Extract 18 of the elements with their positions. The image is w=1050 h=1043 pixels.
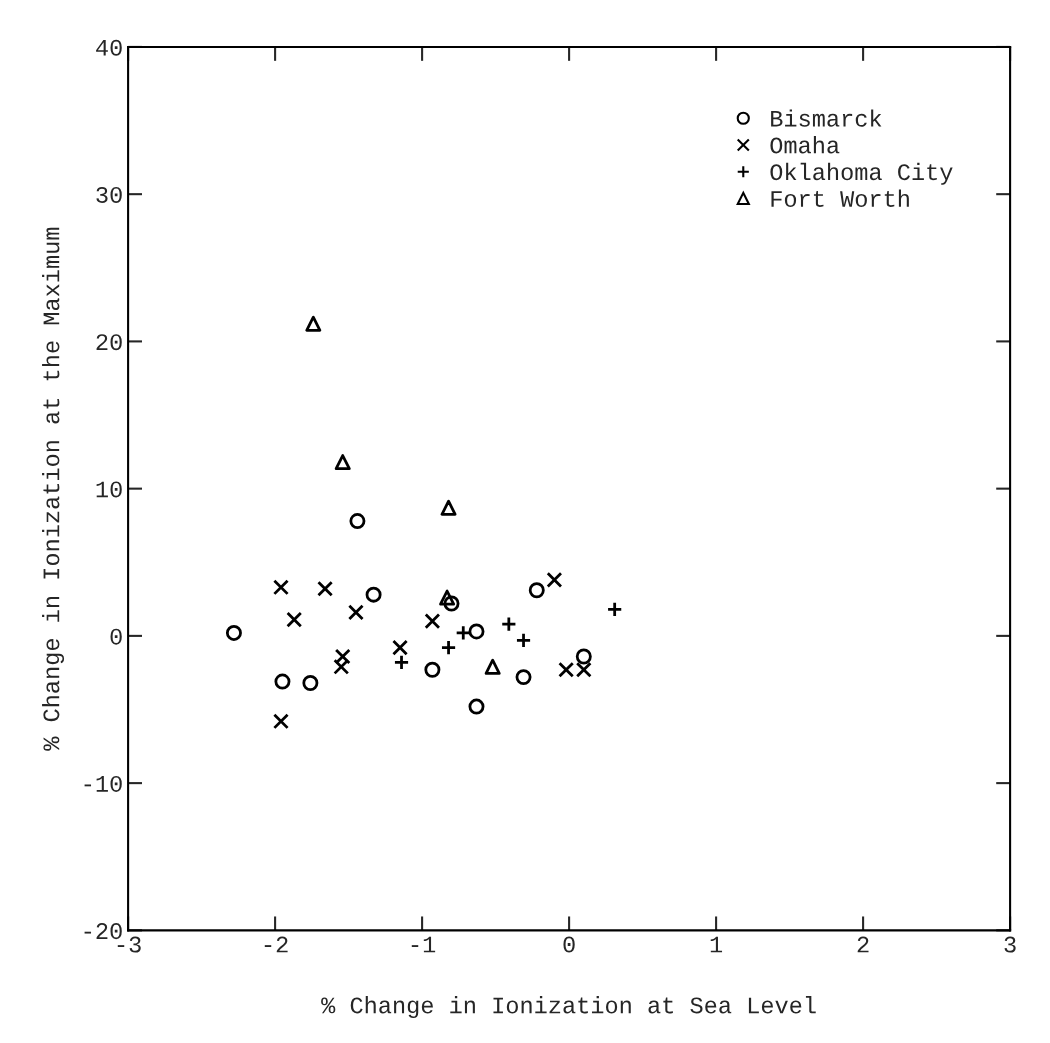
- y-tick-label: -10: [84, 775, 122, 792]
- x-tick-label: 0: [563, 936, 575, 953]
- x-tick-label: -2: [264, 936, 288, 953]
- y-tick-label: 0: [110, 628, 122, 645]
- legend-label: Omaha: [770, 136, 840, 154]
- x-axis-title: % Change in Ionization at Sea Level: [321, 996, 816, 1019]
- legend-label: Bismarck: [771, 109, 882, 127]
- x-tick-label: 1: [710, 936, 723, 953]
- y-axis-title: % Change in Ionization at the Maximum: [42, 227, 65, 751]
- y-tick-label: 10: [96, 481, 122, 498]
- x-tick-label: -1: [411, 936, 436, 953]
- y-tick-label: 30: [96, 186, 122, 203]
- legend-label: Oklahoma City: [770, 162, 953, 185]
- x-tick-label: 2: [857, 936, 869, 953]
- legend-label: Fort Worth: [771, 189, 909, 207]
- y-tick-label: 40: [96, 39, 122, 56]
- x-tick-label: 3: [1004, 936, 1016, 953]
- y-tick-label: 20: [96, 334, 122, 351]
